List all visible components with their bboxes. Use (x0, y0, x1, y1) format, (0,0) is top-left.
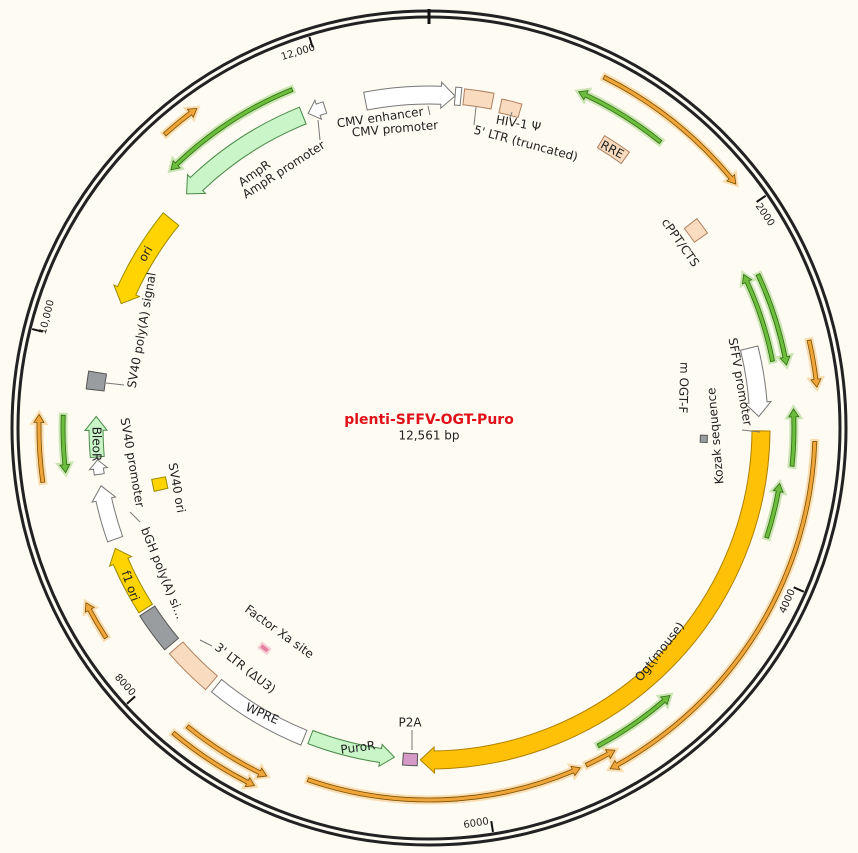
scale-tick (793, 586, 805, 593)
primer (162, 107, 198, 137)
feature-label: P2A (398, 716, 422, 730)
em7 (88, 459, 109, 476)
primer (171, 730, 256, 788)
scale-label: 6000 (463, 816, 490, 831)
primer (33, 413, 46, 484)
feature-label: ori (136, 243, 156, 264)
sv40-promoter (91, 485, 124, 543)
primer (185, 724, 268, 778)
plasmid-length: 12,561 bp (398, 429, 459, 443)
scale-tick (756, 194, 767, 203)
ogt-mouse (419, 430, 771, 775)
leader (129, 511, 141, 523)
plasmid-name: plenti-SFFV-OGT-Puro (344, 412, 514, 428)
bleor (83, 415, 109, 459)
ampr-promoter (307, 99, 328, 121)
primer (306, 765, 581, 803)
scale-tick (490, 820, 494, 833)
leader (427, 105, 431, 116)
rre (596, 135, 631, 165)
features (29, 72, 826, 805)
f1-ori (108, 547, 154, 614)
primer (764, 482, 784, 539)
primer (59, 414, 71, 474)
leader (741, 429, 761, 433)
feature-label: PuroR (340, 738, 377, 757)
ltr-5 (462, 88, 495, 110)
cmv-promoter (453, 86, 463, 107)
primer (755, 273, 791, 366)
primer (742, 273, 775, 363)
factor-xa (260, 644, 269, 653)
primer (806, 339, 822, 388)
puror (307, 729, 396, 768)
ampr (186, 106, 307, 195)
feature-label: BleoR (90, 427, 104, 462)
leader (509, 111, 513, 119)
leader (105, 382, 125, 386)
leader (473, 106, 477, 126)
ltr-3 (168, 641, 219, 691)
primer (602, 74, 737, 185)
leader (317, 119, 321, 141)
wpre (210, 678, 308, 746)
feature-label: m OGT-F (676, 362, 692, 414)
scale-tick (308, 36, 314, 48)
sffv-promoter (739, 345, 773, 418)
primer (609, 440, 818, 770)
label-leaders (105, 105, 761, 750)
hiv-psi (498, 98, 523, 119)
leader (199, 639, 213, 647)
scale-tick (126, 695, 136, 705)
primer (584, 749, 616, 768)
primer (578, 90, 663, 145)
scale-tick (31, 328, 44, 333)
primer (788, 408, 800, 467)
primer (84, 602, 109, 640)
primer (170, 87, 294, 171)
bgh-polya (139, 605, 180, 651)
p2a (401, 752, 419, 767)
sv40-polya (85, 370, 108, 392)
primer (596, 695, 671, 749)
ori (112, 212, 180, 305)
cppt (683, 217, 709, 243)
sv40-ori (151, 476, 169, 492)
primer-ogt-f (699, 434, 708, 444)
